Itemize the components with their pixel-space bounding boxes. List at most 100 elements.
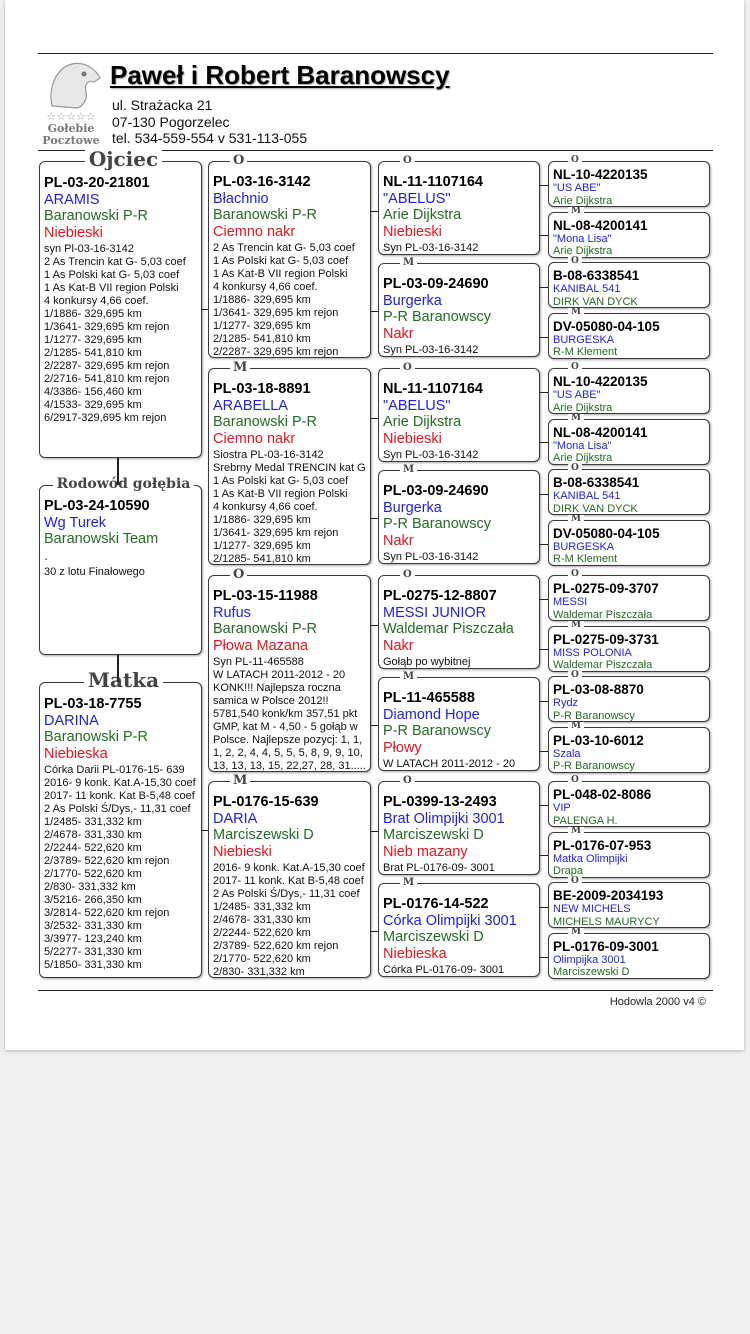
- connector-line: [371, 831, 378, 833]
- achievement-line: Córka PL-0176-09- 3001: [383, 964, 505, 976]
- achievement-line: 2/4678- 331,330 km: [44, 829, 142, 841]
- label-text: Rodowód gołębia: [52, 475, 195, 492]
- pigeon-name: Szala: [553, 747, 581, 760]
- pigeon-card[interactable]: DV-05080-04-105 BURGESKA R-M Klement: [548, 312, 710, 359]
- pigeon-card[interactable]: PL-0176-07-953 Matka Olimpijki Drapa: [548, 831, 710, 878]
- connector-line: [540, 287, 548, 289]
- breeder-name: Drapa: [553, 865, 583, 877]
- pigeon-card[interactable]: NL-10-4220135 "US ABE" Arie Dijkstra: [548, 368, 710, 414]
- achievement-line: 2016- 9 konk. Kat.A-15,30 coef: [213, 862, 365, 874]
- pigeon-card[interactable]: PL-03-16-3142 Błachnio Baranowski P-R Ciemn…: [208, 161, 371, 358]
- ring-number: NL-10-4220135: [553, 374, 648, 389]
- pigeon-card[interactable]: PL-03-24-10590 Wg Turek Baranowski Team. 30…: [39, 485, 202, 655]
- pigeon-card[interactable]: PL-03-20-21801 ARAMIS Baranowski P-R Niebie…: [39, 161, 202, 458]
- achievement-line: 2017- 11 konk. Kat B-5,48 coef: [213, 875, 364, 887]
- pigeon-card[interactable]: PL-03-18-7755 DARINA Baranowski P-R Niebies…: [39, 682, 202, 978]
- breeder-name: DIRK VAN DYCK: [553, 502, 638, 515]
- pigeon-name: Wg Turek: [44, 514, 107, 531]
- ring-number: PL-03-09-24690: [383, 276, 489, 292]
- breeder-name: DIRK VAN DYCK: [553, 295, 638, 308]
- achievement-line: 2/1770- 522,620 km: [213, 953, 311, 965]
- pigeon-card[interactable]: B-08-6338541 KANIBAL 541 DIRK VAN DYCK: [548, 469, 710, 515]
- parent-label: M: [568, 307, 584, 317]
- pigeon-name: "ABELUS": [383, 397, 451, 414]
- achievements: Syn PL-03-16-3142: [383, 242, 535, 254]
- pigeon-card[interactable]: NL-08-4200141 "Mona Lisa" Arie Dijkstra: [548, 211, 710, 258]
- achievement-line: 1/1277- 329,695 km: [44, 334, 142, 346]
- parent-label: O: [568, 570, 582, 580]
- svg-text:Gołebie: Gołebie: [48, 122, 95, 135]
- ring-number: BE-2009-2034193: [553, 888, 664, 903]
- achievements: syn Pl-03-16-3142 2 As Trencin kat G- 5,0…: [44, 243, 197, 425]
- ring-number: PL-03-09-24690: [383, 483, 489, 499]
- achievement-line: 2 As Trencin kat G- 5,03 coef: [213, 242, 355, 254]
- breeder-name: Arie Dijkstra: [553, 194, 613, 207]
- pigeon-card[interactable]: NL-11-1107164 "ABELUS" Arie Dijkstra Niebie…: [378, 368, 540, 462]
- pigeon-card[interactable]: NL-10-4220135 "US ABE" Arie Dijkstra: [548, 161, 710, 207]
- achievement-line: 3/5216- 266,350 km: [44, 894, 142, 906]
- breeder-name: MICHELS MAURYCY: [553, 915, 660, 928]
- pigeon-card[interactable]: PL-048-02-8086 VIP PALENGA H.: [548, 781, 710, 827]
- pigeon-logo: ☆☆☆☆☆ Gołebie Pocztowe: [38, 58, 104, 147]
- pigeon-card[interactable]: PL-0275-12-8807 MESSI JUNIOR Waldemar Pisz…: [378, 575, 540, 669]
- pigeon-card[interactable]: NL-08-4200141 "Mona Lisa" Arie Dijkstra: [548, 418, 710, 465]
- achievement-line: 2/3789- 522,620 km rejon: [213, 940, 339, 952]
- pigeon-card[interactable]: PL-0176-14-522 Córka Olimpijki 3001 Marcis…: [378, 883, 540, 977]
- pigeon-card[interactable]: PL-03-15-11988 Rufus Baranowski P-R Płowa M…: [208, 575, 371, 772]
- phone-number: tel. 534-559-554 v 531-113-055: [112, 130, 308, 146]
- achievement-line: GMP, kat M - 4,50 - 5 gołąb w: [213, 721, 358, 733]
- parent-label: M: [568, 927, 584, 937]
- pigeon-card[interactable]: PL-03-18-8891 ARABELLA Baranowski P-R Ciemn…: [208, 368, 371, 565]
- achievement-line: 2/2716- 541,810 km rejon: [44, 373, 170, 385]
- connector-line: [371, 725, 378, 727]
- breeder-name: R-M Klement: [553, 346, 618, 358]
- pigeon-card[interactable]: PL-0275-09-3707 MESSI Waldemar Piszczała: [548, 575, 710, 621]
- plumage-color: Niebieski: [213, 843, 272, 860]
- achievement-line: 1, 2, 2, 4, 4, 5, 5, 5, 8, 9, 9, 10,: [213, 747, 363, 759]
- achievement-line: 1/1277- 329,695 km: [213, 540, 311, 552]
- pigeon-card[interactable]: PL-0399-13-2493 Brat Olimpijki 3001 Marcis…: [378, 781, 540, 875]
- parent-label: O: [568, 776, 582, 786]
- breeder-name: Baranowski Team: [44, 531, 159, 547]
- parent-label: Matka: [39, 668, 208, 692]
- achievements: 30 z lotu Finałowego: [44, 566, 197, 579]
- pigeon-card[interactable]: B-08-6338541 KANIBAL 541 DIRK VAN DYCK: [548, 262, 710, 308]
- pigeon-name: BURGESKA: [553, 333, 615, 346]
- pigeon-card[interactable]: NL-11-1107164 "ABELUS" Arie Dijkstra Niebie…: [378, 161, 540, 255]
- achievements: Gołąb po wybitnej: [383, 656, 535, 668]
- pigeon-card[interactable]: PL-0176-15-639 DARIA Marciszewski D Niebies…: [208, 781, 371, 978]
- pigeon-card[interactable]: PL-0176-09-3001 Olimpijka 3001 Marciszewsk…: [548, 932, 710, 979]
- achievement-line: 2/1285- 541,810 km: [213, 333, 311, 345]
- achievement-line: KONK!!! Najlepsza roczna: [213, 682, 341, 694]
- plumage-color: Ciemno nakr: [213, 430, 296, 447]
- pigeon-card[interactable]: PL-03-09-24690 Burgerka P-R Baranowscy Nakr…: [378, 263, 540, 357]
- pigeon-card[interactable]: PL-03-08-8870 Rydz P-R Baranowscy: [548, 676, 710, 722]
- pigeon-name: NEW MICHELS: [553, 903, 631, 915]
- pigeon-card[interactable]: PL-11-465588 Diamond Hope P-R Baranowscy Pł…: [378, 677, 540, 771]
- top-divider: [38, 53, 713, 54]
- achievement-line: 30 z lotu Finałowego: [44, 566, 145, 578]
- achievement-line: 1/2485- 331,332 km: [44, 816, 142, 828]
- pigeon-card[interactable]: PL-0275-09-3731 MISS POLONIA Waldemar Pisz…: [548, 625, 710, 672]
- pigeon-name: Burgerka: [383, 292, 442, 309]
- pigeon-name: ARABELLA: [213, 397, 288, 414]
- achievement-line: 1/1886- 329,695 km: [213, 294, 311, 306]
- achievements: Brat PL-0176-09- 3001: [383, 862, 535, 874]
- plumage-color: Niebieska: [383, 945, 447, 962]
- achievements: Syn PL-03-16-3142: [383, 344, 535, 356]
- achievement-line: 5781,540 konk/km 357,51 pkt: [213, 708, 358, 720]
- achievement-line: 1 As Polski kat G- 5,03 coef: [44, 269, 180, 281]
- pigeon-card[interactable]: PL-03-09-24690 Burgerka P-R Baranowscy Nakr…: [378, 470, 540, 564]
- achievement-line: syn Pl-03-16-3142: [44, 243, 134, 255]
- ring-number: PL-048-02-8086: [553, 787, 652, 802]
- pigeon-card[interactable]: PL-03-10-6012 Szala P-R Baranowscy: [548, 726, 710, 773]
- parent-label: O: [568, 464, 582, 474]
- pigeon-card[interactable]: DV-05080-04-105 BURGESKA R-M Klement: [548, 519, 710, 566]
- achievement-line: 4 konkursy 4,66 coef.: [44, 295, 149, 307]
- connector-line: [540, 235, 548, 237]
- breeder-name: Baranowski P-R: [213, 621, 317, 637]
- pigeon-card[interactable]: BE-2009-2034193 NEW MICHELS MICHELS MAURYC…: [548, 882, 710, 928]
- achievement-line: Córka Darii PL-0176-15- 639: [44, 764, 185, 776]
- breeder-name: P-R Baranowscy: [383, 309, 491, 325]
- pigeon-name: Rydz: [553, 697, 579, 709]
